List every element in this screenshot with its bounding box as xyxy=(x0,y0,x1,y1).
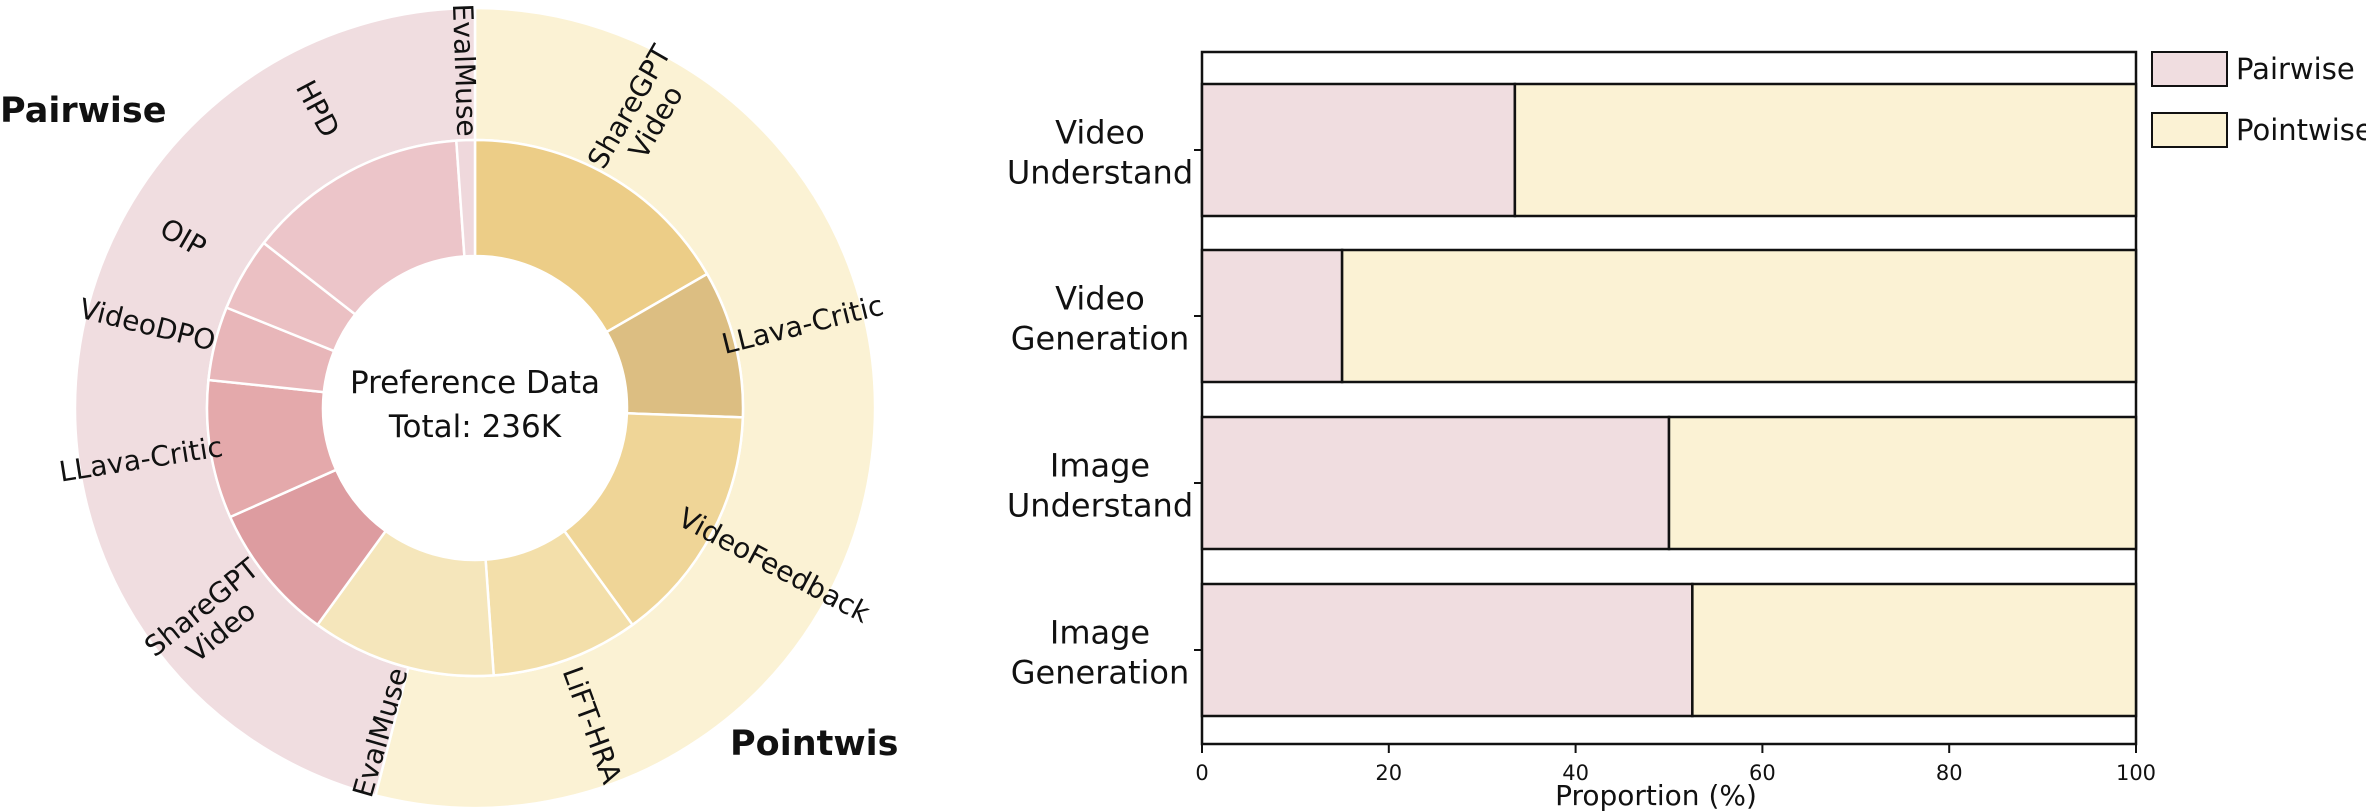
group-label-pointwise: Pointwise xyxy=(730,724,900,764)
inner-slice-pairwise-evalmuse xyxy=(454,138,477,258)
bar-pointwise-video-understand xyxy=(1513,82,2138,218)
legend-label-pairwise: Pairwise xyxy=(2236,52,2355,86)
donut-chart: ShareGPTVideoLLava-CriticVideoFeedbackLi… xyxy=(0,3,900,810)
x-tick-label-60: 60 xyxy=(1749,761,1776,785)
x-axis-label: Proportion (%) xyxy=(1555,779,1757,812)
legend-swatch-pointwise xyxy=(2151,112,2228,148)
bar-pointwise-image-generation xyxy=(1691,582,2138,718)
category-label-video-understand: Video Understand xyxy=(1007,114,1193,192)
x-tick-label-20: 20 xyxy=(1375,761,1402,785)
bar-pairwise-image-understand xyxy=(1200,415,1671,551)
x-tick-label-100: 100 xyxy=(2116,761,2156,785)
bar-pairwise-image-generation xyxy=(1200,582,1694,718)
center-line-1: Preference Data xyxy=(350,365,600,401)
bar-pairwise-video-understand xyxy=(1200,82,1517,218)
group-label-pairwise: Pairwise xyxy=(0,91,167,131)
category-label-video-generation: Video Generation xyxy=(1011,280,1190,358)
bar-pairwise-video-generation xyxy=(1200,248,1344,384)
inner-label-pairwise-evalmuse: EvalMuse xyxy=(446,3,484,137)
category-label-image-generation: Image Generation xyxy=(1011,614,1190,692)
center-line-2: Total: 236K xyxy=(388,409,562,445)
legend: Pairwise Pointwise xyxy=(2151,51,2366,148)
x-axis-ticks: 0 20 40 60 80 100 xyxy=(1195,744,2156,785)
x-tick-label-40: 40 xyxy=(1562,761,1589,785)
x-tick-label-0: 0 xyxy=(1195,761,1208,785)
legend-swatch-pairwise xyxy=(2151,51,2228,87)
bar-pointwise-image-understand xyxy=(1667,415,2138,551)
category-labels: Video Understand Video Generation Image Under… xyxy=(1007,114,1202,692)
x-tick-label-80: 80 xyxy=(1936,761,1963,785)
inner-slice-pointwise-sharegpt-video xyxy=(473,138,709,334)
donut-slices xyxy=(73,6,877,810)
legend-label-pointwise: Pointwise xyxy=(2236,113,2366,147)
stacked-bar-chart: Video Understand Video Generation Image Under… xyxy=(1007,50,2366,812)
category-label-image-understand: Image Understand xyxy=(1007,447,1193,525)
bar-pointwise-video-generation xyxy=(1340,248,2138,384)
